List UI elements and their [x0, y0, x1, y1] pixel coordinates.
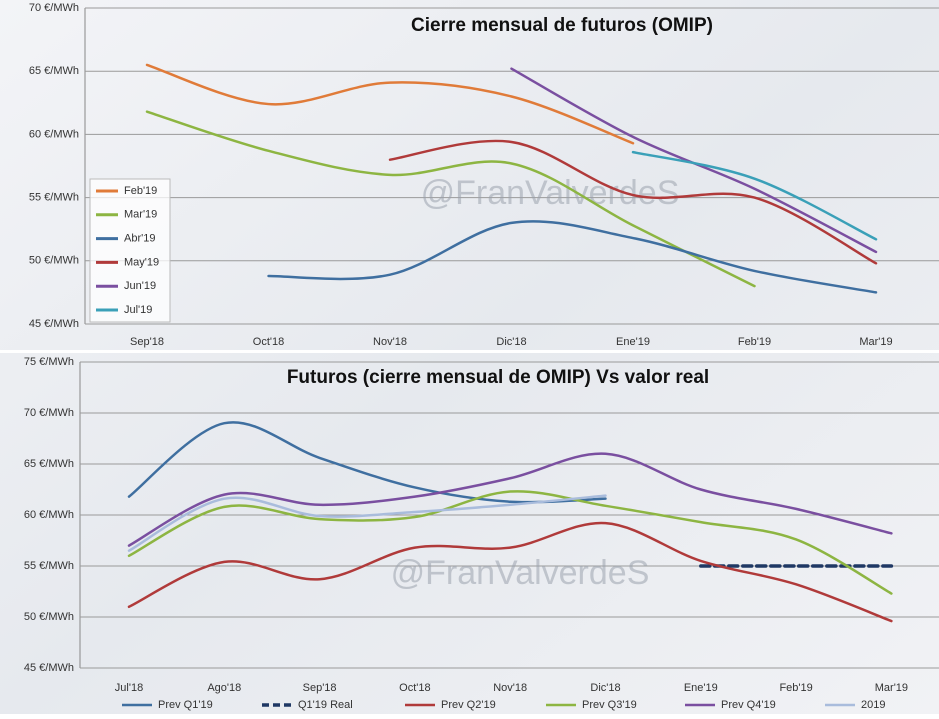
series-line [127, 521, 893, 623]
legend-label: May'19 [124, 256, 159, 268]
watermark: @FranValverdeS [421, 174, 680, 212]
legend-label: Feb'19 [124, 185, 157, 197]
y-tick-label: 65 €/MWh [24, 458, 74, 470]
y-tick-label: 65 €/MWh [29, 65, 79, 77]
series-line [388, 139, 878, 265]
x-tick-label: Jul'18 [115, 682, 143, 694]
y-tick-label: 60 €/MWh [29, 128, 79, 140]
series-line [127, 452, 893, 547]
legend-label: Prev Q3'19 [582, 699, 637, 711]
x-tick-label: Mar'19 [875, 682, 908, 694]
y-tick-label: 50 €/MWh [24, 611, 74, 623]
separator [0, 350, 939, 353]
x-tick-label: Nov'18 [493, 682, 527, 694]
series-line [267, 220, 878, 294]
series-line [631, 150, 878, 241]
x-tick-label: Ene'19 [616, 336, 650, 348]
y-tick-label: 60 €/MWh [24, 509, 74, 521]
legend-label: 2019 [861, 699, 885, 711]
legend-box [89, 178, 171, 323]
y-tick-label: 45 €/MWh [24, 662, 74, 674]
x-tick-label: Ene'19 [684, 682, 718, 694]
series-line [127, 494, 607, 552]
x-tick-label: Dic'18 [590, 682, 620, 694]
legend-label: Jul'19 [124, 304, 152, 316]
legend-label: Q1'19 Real [298, 699, 353, 711]
legend-label: Jun'19 [124, 280, 156, 292]
x-tick-label: Ago'18 [207, 682, 241, 694]
x-tick-label: Oct'18 [253, 336, 284, 348]
y-tick-label: 45 €/MWh [29, 318, 79, 330]
legend-label: Prev Q2'19 [441, 699, 496, 711]
x-tick-label: Sep'18 [303, 682, 337, 694]
legend-label: Prev Q1'19 [158, 699, 213, 711]
x-tick-label: Nov'18 [373, 336, 407, 348]
legend-label: Mar'19 [124, 209, 157, 221]
series-line [127, 421, 607, 504]
x-tick-label: Dic'18 [496, 336, 526, 348]
y-tick-label: 70 €/MWh [24, 407, 74, 419]
x-tick-label: Sep'18 [130, 336, 164, 348]
series-line [145, 63, 635, 145]
series-line [127, 490, 893, 595]
legend-label: Abr'19 [124, 233, 155, 245]
x-tick-label: Feb'19 [779, 682, 812, 694]
chart-title: Futuros (cierre mensual de OMIP) Vs valo… [287, 367, 709, 388]
y-tick-label: 70 €/MWh [29, 2, 79, 14]
x-tick-label: Mar'19 [859, 336, 892, 348]
chart-title: Cierre mensual de futuros (OMIP) [411, 15, 713, 36]
y-tick-label: 50 €/MWh [29, 255, 79, 267]
series-line [145, 110, 756, 288]
y-tick-label: 75 €/MWh [24, 356, 74, 368]
x-tick-label: Feb'19 [738, 336, 771, 348]
legend-label: Prev Q4'19 [721, 699, 776, 711]
y-tick-label: 55 €/MWh [24, 560, 74, 572]
y-tick-label: 55 €/MWh [29, 192, 79, 204]
watermark: @FranValverdeS [391, 554, 650, 592]
x-tick-label: Oct'18 [399, 682, 430, 694]
